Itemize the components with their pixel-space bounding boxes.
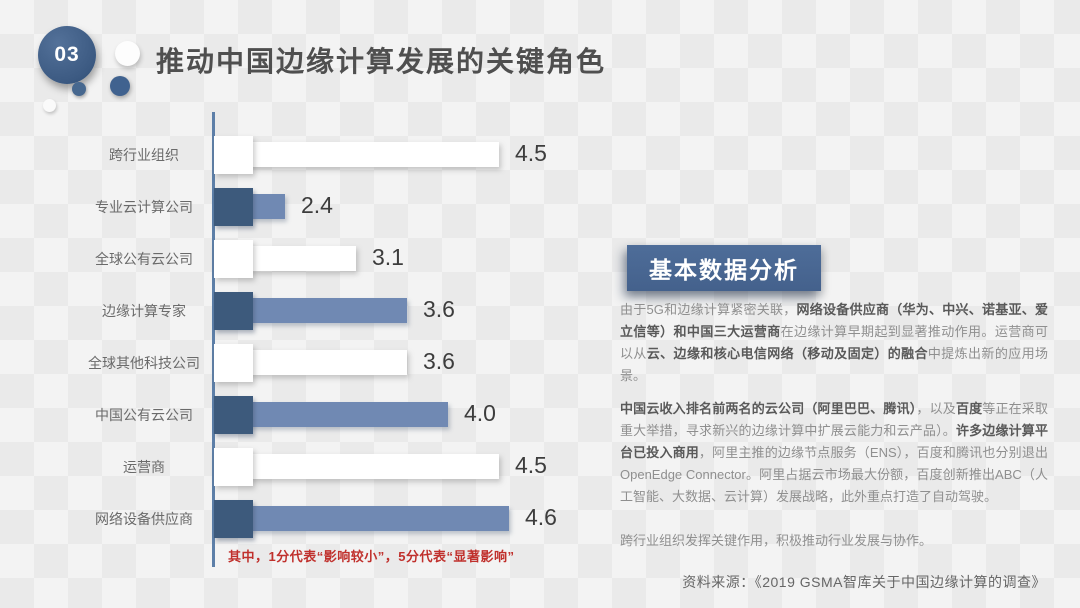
paragraph-text: 等正在采取重大举措，寻求新兴的边缘计算中扩展云能力和云产品）。: [620, 401, 1048, 438]
bar-cap: [214, 240, 253, 278]
analysis-paragraphs: 由于5G和边缘计算紧密关联，网络设备供应商（华为、中兴、诺基亚、爱立信等）和中国…: [620, 299, 1048, 563]
paragraph-text: 跨行业组织发挥关键作用，积极推动行业发展与协作。: [620, 533, 933, 548]
analysis-heading-box: 基本数据分析: [627, 245, 821, 291]
chart-row: 全球其他科技公司 3.6: [0, 337, 600, 389]
page-title: 推动中国边缘计算发展的关键角色: [156, 46, 607, 77]
chart-row: 中国公有云公司 4.0: [0, 389, 600, 441]
chart-scale-note: 其中，1分代表“影响较小”，5分代表“显著影响”: [228, 549, 515, 564]
value-label: 3.1: [372, 244, 404, 270]
value-label: 4.5: [515, 452, 547, 478]
chart-axis-line: [212, 112, 215, 567]
category-label: 中国公有云公司: [95, 406, 193, 423]
paragraph-text: 由于5G和边缘计算紧密关联，: [620, 302, 797, 317]
category-label: 跨行业组织: [109, 146, 179, 163]
paragraph-text-bold: 许多边缘计算平台已投入商用: [620, 423, 1048, 460]
chart-row: 边缘计算专家 3.6: [0, 285, 600, 337]
paragraph-text-bold: 中国云收入排名前两名的云公司（阿里巴巴、腾讯）: [620, 401, 917, 416]
analysis-paragraph: 中国云收入排名前两名的云公司（阿里巴巴、腾讯），以及百度等正在采取重大举措，寻求…: [620, 398, 1048, 508]
analysis-paragraph: 跨行业组织发挥关键作用，积极推动行业发展与协作。: [620, 530, 1048, 552]
category-label: 网络设备供应商: [95, 510, 193, 527]
value-label: 4.0: [464, 400, 496, 426]
value-label: 2.4: [301, 192, 333, 218]
bar-cap: [214, 448, 253, 486]
paragraph-text-bold: 云、边缘和核心电信网络（移动及固定）的融合: [646, 346, 928, 361]
value-label: 4.5: [515, 140, 547, 166]
value-label: 4.6: [525, 504, 557, 530]
analysis-heading: 基本数据分析: [649, 257, 799, 283]
bar-cap: [214, 344, 253, 382]
category-label: 专业云计算公司: [95, 198, 193, 215]
bar-cap: [214, 396, 253, 434]
bar-cap: [214, 500, 253, 538]
bar-chart: 跨行业组织 4.5 专业云计算公司 2.4 全球公有云公司 3.1 边缘计算专家 3.6 全球其…: [0, 112, 600, 567]
chart-row: 网络设备供应商 4.6: [0, 493, 600, 545]
bar-cap: [214, 188, 253, 226]
chart-row: 全球公有云公司 3.1: [0, 233, 600, 285]
chart-row: 跨行业组织 4.5: [0, 129, 600, 181]
category-label: 运营商: [123, 458, 165, 475]
source-citation: 资料来源：《2019 GSMA智库关于中国边缘计算的调查》: [682, 574, 1046, 590]
decor-bubble-blue-medium: [110, 76, 130, 96]
category-label: 边缘计算专家: [102, 302, 186, 319]
value-label: 3.6: [423, 296, 455, 322]
paragraph-text: ，以及: [916, 401, 956, 416]
category-label: 全球其他科技公司: [88, 354, 200, 371]
paragraph-text: 中提炼出新的应用场景。: [620, 346, 1048, 383]
section-number-badge: 03: [38, 26, 96, 84]
bar: [214, 506, 509, 531]
bar-cap: [214, 292, 253, 330]
chart-row: 运营商 4.5: [0, 441, 600, 493]
paragraph-text-bold: 网络设备供应商（华为、中兴、诺基亚、爱立信等）和中国三大运营商: [620, 302, 1048, 339]
decor-bubble-blue-small: [72, 82, 86, 96]
bar: [214, 454, 499, 479]
paragraph-text: 在边缘计算早期起到显著推动作用。运营商可以从: [620, 324, 1048, 361]
decor-bubble-white-large: [115, 41, 140, 66]
bar: [214, 402, 448, 427]
paragraph-text: ，阿里主推的边缘节点服务（ENS），百度和腾讯也分别退出OpenEdge Con…: [620, 445, 1048, 504]
chart-row: 专业云计算公司 2.4: [0, 181, 600, 233]
category-label: 全球公有云公司: [95, 250, 193, 267]
paragraph-text-bold: 百度: [955, 401, 983, 416]
decor-bubble-white-small: [43, 99, 56, 112]
analysis-paragraph: 由于5G和边缘计算紧密关联，网络设备供应商（华为、中兴、诺基亚、爱立信等）和中国…: [620, 299, 1048, 387]
bar: [214, 142, 499, 167]
value-label: 3.6: [423, 348, 455, 374]
bar-cap: [214, 136, 253, 174]
section-number: 03: [54, 43, 80, 66]
